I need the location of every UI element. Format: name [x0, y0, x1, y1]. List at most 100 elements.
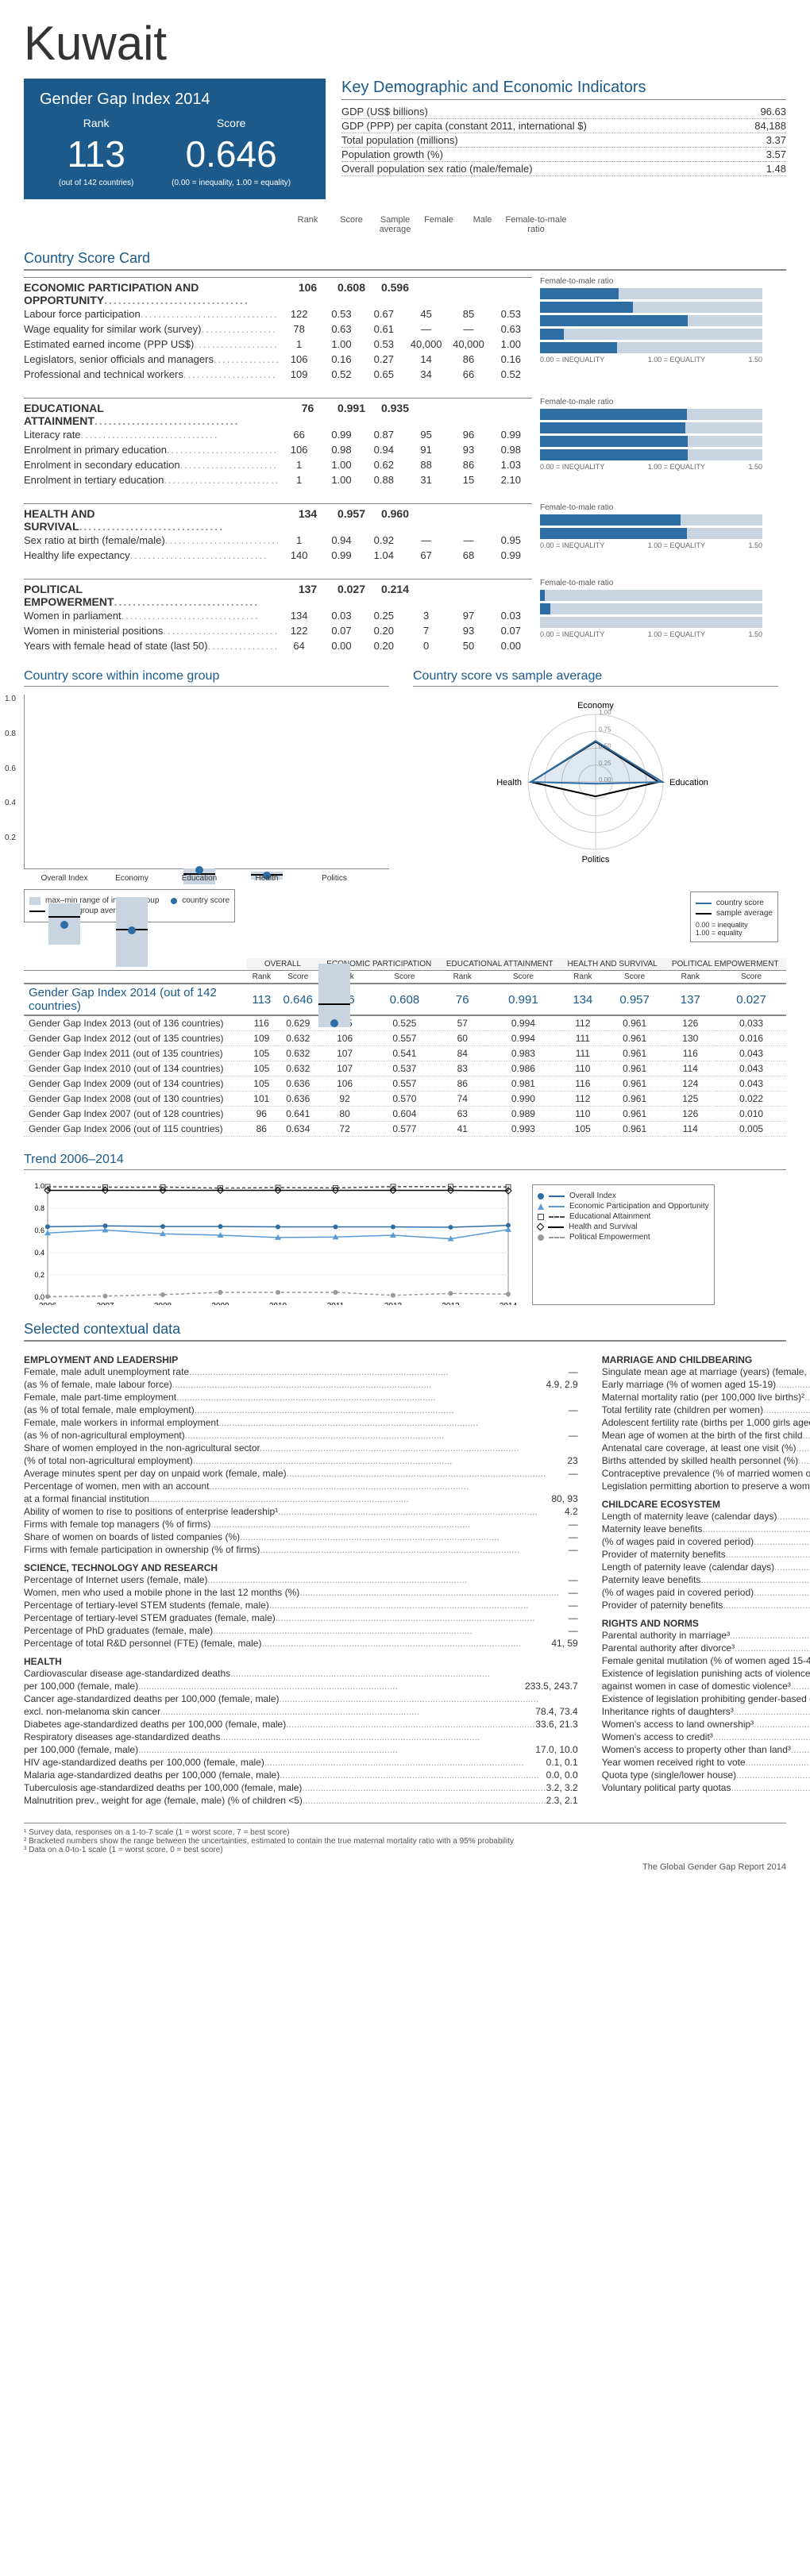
context-row: Mean age of women at the birth of the fi… — [602, 1429, 810, 1442]
trend-chart: 0.00.20.40.60.81.02006200720082009201020… — [24, 1178, 516, 1305]
context-row: Legislation permitting abortion to prese… — [602, 1480, 810, 1492]
context-row: Births attended by skilled health person… — [602, 1454, 810, 1467]
indicators-panel: Key Demographic and Economic Indicators … — [341, 79, 786, 199]
score-row: Enrolment in tertiary education11.000.88… — [24, 472, 532, 487]
section-head: ECONOMIC PARTICIPATION AND OPPORTUNITY10… — [24, 277, 532, 306]
context-row: Parental authority in marriage³— — [602, 1629, 810, 1642]
svg-text:2006: 2006 — [39, 1302, 57, 1305]
context-header: Selected contextual data — [24, 1321, 786, 1342]
context-row: Voluntary political party quotas— — [602, 1781, 810, 1794]
context-row: Early marriage (% of women aged 15-19)— — [602, 1378, 810, 1391]
ratio-bar — [540, 409, 762, 420]
svg-text:0.0: 0.0 — [34, 1293, 44, 1301]
context-row: Percentage of tertiary-level STEM studen… — [24, 1599, 578, 1611]
svg-text:2013: 2013 — [442, 1302, 460, 1305]
context-row: Female, male workers in informal employm… — [24, 1416, 578, 1429]
ratio-bar — [540, 342, 762, 353]
ratio-bar — [540, 528, 762, 539]
ratio-bar — [540, 329, 762, 340]
context-row: (% of total non-agricultural employment)… — [24, 1454, 578, 1467]
context-row: Average minutes spent per day on unpaid … — [24, 1467, 578, 1480]
ratio-bar — [540, 436, 762, 447]
context-row: Existence of legislation prohibiting gen… — [602, 1692, 810, 1705]
context-row: Provider of paternity benefits— — [602, 1599, 810, 1611]
svg-text:1.0: 1.0 — [34, 1182, 44, 1190]
income-chart: Country score within income group 1.0 0.… — [24, 669, 389, 942]
ratio-bar — [540, 422, 762, 433]
context-row: Women's access to credit³0.0 — [602, 1731, 810, 1743]
context-category: HEALTH — [24, 1656, 578, 1667]
context-row: Singulate mean age at marriage (years) (… — [602, 1365, 810, 1378]
svg-text:0.75: 0.75 — [599, 726, 611, 733]
context-row: Cardiovascular disease age-standardized … — [24, 1667, 578, 1680]
indicator-row: Overall population sex ratio (male/femal… — [341, 162, 786, 176]
context-row: Female, male part-time employment — [24, 1391, 578, 1404]
history-table: OVERALLECONOMIC PARTICIPATIONEDUCATIONAL… — [24, 958, 786, 1137]
footnote: ² Bracketed numbers show the range betwe… — [24, 1837, 786, 1846]
context-category: EMPLOYMENT AND LEADERSHIP — [24, 1354, 578, 1365]
context-category: SCIENCE, TECHNOLOGY AND RESEARCH — [24, 1562, 578, 1573]
ratio-bar — [540, 288, 762, 299]
rank-sub: (out of 142 countries) — [59, 179, 134, 187]
indicator-row: Population growth (%)3.57 — [341, 148, 786, 162]
context-row: Share of women employed in the non-agric… — [24, 1442, 578, 1454]
context-row: Percentage of total R&D personnel (FTE) … — [24, 1637, 578, 1650]
context-row: Maternal mortality ratio (per 100,000 li… — [602, 1391, 810, 1404]
history-row: Gender Gap Index 2011 (out of 135 countr… — [24, 1046, 786, 1061]
context-row: Ability of women to rise to positions of… — [24, 1505, 578, 1518]
score-row: Women in parliament1340.030.253970.03 — [24, 608, 532, 623]
score-row: Professional and technical workers1090.5… — [24, 367, 532, 382]
context-row: Percentage of PhD graduates (female, mal… — [24, 1624, 578, 1637]
context-row: Percentage of tertiary-level STEM gradua… — [24, 1611, 578, 1624]
context-row: Women's access to property other than la… — [602, 1743, 810, 1756]
context-row: (as % of total female, male employment)— — [24, 1404, 578, 1416]
score-row: Healthy life expectancy1400.991.0467680.… — [24, 548, 532, 563]
context-row: Percentage of women, men with an account — [24, 1480, 578, 1492]
svg-text:0.6: 0.6 — [34, 1226, 44, 1234]
context-row: HIV age-standardized deaths per 100,000 … — [24, 1756, 578, 1769]
indicator-row: GDP (PPP) per capita (constant 2011, int… — [341, 119, 786, 133]
index-title: Gender Gap Index 2014 — [40, 90, 310, 109]
radar-chart-title: Country score vs sample average — [413, 669, 778, 687]
score-row: Women in ministerial positions1220.070.2… — [24, 623, 532, 638]
rank-value: 113 — [59, 133, 134, 175]
indicator-row: Total population (millions)3.37 — [341, 133, 786, 148]
index-box: Gender Gap Index 2014 Rank 113 (out of 1… — [24, 79, 326, 199]
context-row: Paternity leave benefits — [602, 1573, 810, 1586]
context-row: Women's access to land ownership³0.0 — [602, 1718, 810, 1731]
context-row: Total fertility rate (children per women… — [602, 1404, 810, 1416]
context-row: Length of maternity leave (calendar days… — [602, 1510, 810, 1523]
history-row: Gender Gap Index 2012 (out of 135 countr… — [24, 1031, 786, 1046]
context-row: Share of women on boards of listed compa… — [24, 1531, 578, 1543]
score-row: Sex ratio at birth (female/male)10.940.9… — [24, 533, 532, 548]
svg-text:2008: 2008 — [154, 1302, 172, 1305]
context-row: Tuberculosis age-standardized deaths per… — [24, 1781, 578, 1794]
score-row: Years with female head of state (last 50… — [24, 638, 532, 653]
score-row: Enrolment in secondary education11.000.6… — [24, 457, 532, 472]
ratio-bar — [540, 514, 762, 526]
svg-text:2014: 2014 — [499, 1302, 516, 1305]
svg-text:2011: 2011 — [327, 1302, 345, 1305]
context-row: Year women received right to vote2005 — [602, 1756, 810, 1769]
score-label: Score — [172, 117, 291, 129]
context-row: Antenatal care coverage, at least one vi… — [602, 1442, 810, 1454]
score-row: Estimated earned income (PPP US$)11.000.… — [24, 337, 532, 352]
ratio-bar — [540, 617, 762, 628]
score-row: Enrolment in primary education1060.980.9… — [24, 442, 532, 457]
context-category: RIGHTS AND NORMS — [602, 1618, 810, 1629]
context-row: Inheritance rights of daughters³— — [602, 1705, 810, 1718]
context-category: MARRIAGE AND CHILDBEARING — [602, 1354, 810, 1365]
score-row: Labour force participation1220.530.67458… — [24, 306, 532, 322]
svg-text:Health: Health — [496, 778, 522, 787]
trend-title: Trend 2006–2014 — [24, 1153, 786, 1170]
context-row: Contraceptive prevalence (% of married w… — [602, 1467, 810, 1480]
svg-text:2007: 2007 — [96, 1302, 114, 1305]
context-row: (as % of female, male labour force)4.9, … — [24, 1378, 578, 1391]
radar-chart: Country score vs sample average EconomyE… — [413, 669, 778, 942]
context-row: Women, men who used a mobile phone in th… — [24, 1586, 578, 1599]
section-head: POLITICAL EMPOWERMENT1370.0270.214 — [24, 579, 532, 608]
svg-text:0.8: 0.8 — [34, 1204, 44, 1212]
history-row: Gender Gap Index 2010 (out of 134 countr… — [24, 1061, 786, 1076]
score-value: 0.646 — [172, 133, 291, 175]
svg-text:2012: 2012 — [384, 1302, 403, 1305]
